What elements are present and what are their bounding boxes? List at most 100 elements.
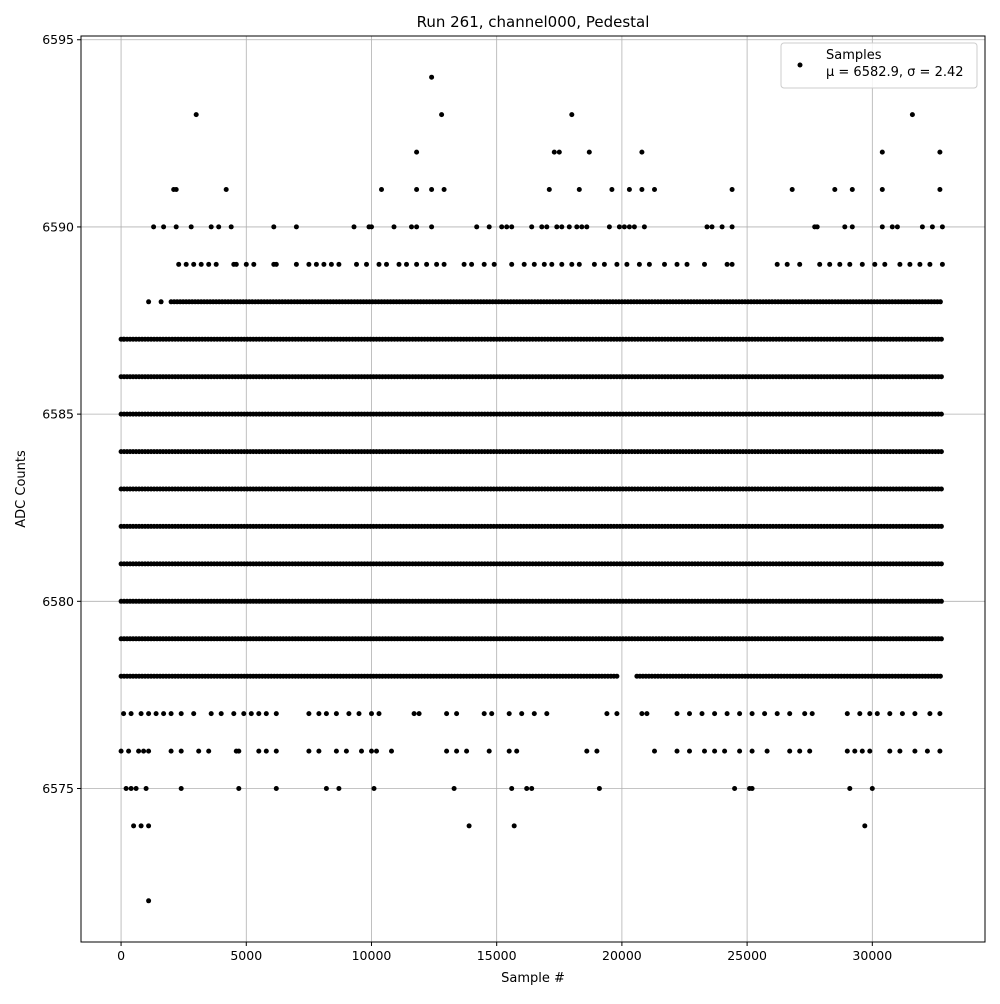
- data-point: [454, 711, 460, 717]
- data-point: [574, 224, 580, 230]
- data-points: [118, 74, 945, 904]
- data-point: [444, 748, 450, 754]
- data-point: [429, 224, 435, 230]
- data-point: [216, 224, 222, 230]
- data-point: [938, 449, 944, 455]
- data-point: [937, 187, 943, 192]
- data-point: [872, 261, 878, 267]
- data-point: [749, 748, 755, 754]
- data-point: [369, 224, 374, 230]
- data-point: [924, 748, 930, 754]
- data-point: [847, 261, 853, 267]
- data-point: [146, 898, 152, 904]
- data-point: [938, 561, 944, 567]
- data-point: [712, 711, 718, 717]
- data-point: [844, 748, 850, 754]
- y-tick-label: 6595: [42, 32, 74, 47]
- data-point: [414, 261, 420, 267]
- x-tick-label: 20000: [602, 948, 642, 963]
- data-point: [938, 411, 944, 417]
- data-point: [639, 711, 645, 717]
- data-point: [529, 786, 535, 791]
- data-point: [206, 261, 212, 267]
- data-point: [143, 786, 149, 791]
- data-point: [636, 261, 642, 267]
- data-point: [544, 224, 550, 230]
- data-point: [544, 711, 550, 717]
- data-point: [316, 711, 322, 717]
- data-point: [213, 261, 219, 267]
- data-point: [491, 261, 497, 267]
- data-point: [376, 261, 382, 267]
- data-point: [797, 261, 803, 267]
- data-point: [937, 748, 943, 754]
- data-point: [429, 187, 435, 192]
- data-point: [817, 261, 823, 267]
- data-point: [556, 149, 562, 155]
- data-point: [719, 224, 725, 230]
- y-axis-label: ADC Counts: [14, 450, 29, 528]
- data-point: [439, 112, 445, 118]
- data-point: [293, 261, 299, 267]
- data-point: [576, 187, 582, 192]
- data-point: [609, 187, 615, 192]
- data-point: [531, 261, 537, 267]
- data-point: [489, 711, 495, 717]
- data-point: [569, 261, 575, 267]
- data-point: [208, 711, 214, 717]
- data-point: [604, 711, 610, 717]
- data-point: [321, 261, 327, 267]
- data-point: [576, 261, 582, 267]
- data-point: [161, 224, 167, 230]
- data-point: [874, 711, 880, 717]
- data-point: [639, 187, 645, 192]
- axis-ticks: 0 5000 10000 15000 20000 25000 30000 6575 6580 65…: [42, 32, 892, 963]
- data-point: [499, 224, 505, 230]
- data-point: [364, 261, 369, 267]
- data-point: [379, 187, 384, 192]
- data-point: [223, 187, 229, 192]
- data-point: [749, 711, 755, 717]
- data-point: [153, 711, 159, 717]
- data-point: [176, 261, 182, 267]
- data-point: [594, 748, 600, 754]
- data-point: [411, 711, 417, 717]
- data-point: [882, 261, 888, 267]
- data-point: [346, 711, 352, 717]
- data-point: [709, 224, 715, 230]
- data-point: [273, 748, 279, 754]
- legend-stats: μ = 6582.9, σ = 2.42: [826, 65, 964, 80]
- data-point: [674, 711, 680, 717]
- data-point: [762, 711, 768, 717]
- data-point: [938, 374, 944, 380]
- data-point: [789, 187, 795, 192]
- data-point: [241, 711, 247, 717]
- data-point: [662, 261, 667, 267]
- data-point: [414, 149, 420, 155]
- data-point: [441, 261, 447, 267]
- data-point: [243, 261, 249, 267]
- data-point: [937, 711, 943, 717]
- data-point: [161, 711, 167, 717]
- data-point: [404, 261, 409, 267]
- data-point: [774, 711, 780, 717]
- data-point: [191, 261, 197, 267]
- data-point: [369, 711, 374, 717]
- data-point: [566, 224, 572, 230]
- data-point: [133, 786, 139, 791]
- data-point: [814, 224, 820, 230]
- data-point: [912, 748, 918, 754]
- data-point: [233, 261, 239, 267]
- data-point: [912, 711, 918, 717]
- data-point: [248, 711, 254, 717]
- data-point: [852, 748, 858, 754]
- data-point: [909, 112, 915, 118]
- data-point: [306, 261, 312, 267]
- data-point: [832, 187, 838, 192]
- data-point: [699, 711, 705, 717]
- data-point: [519, 711, 525, 717]
- data-point: [123, 786, 129, 791]
- data-point: [481, 711, 487, 717]
- data-point: [674, 748, 680, 754]
